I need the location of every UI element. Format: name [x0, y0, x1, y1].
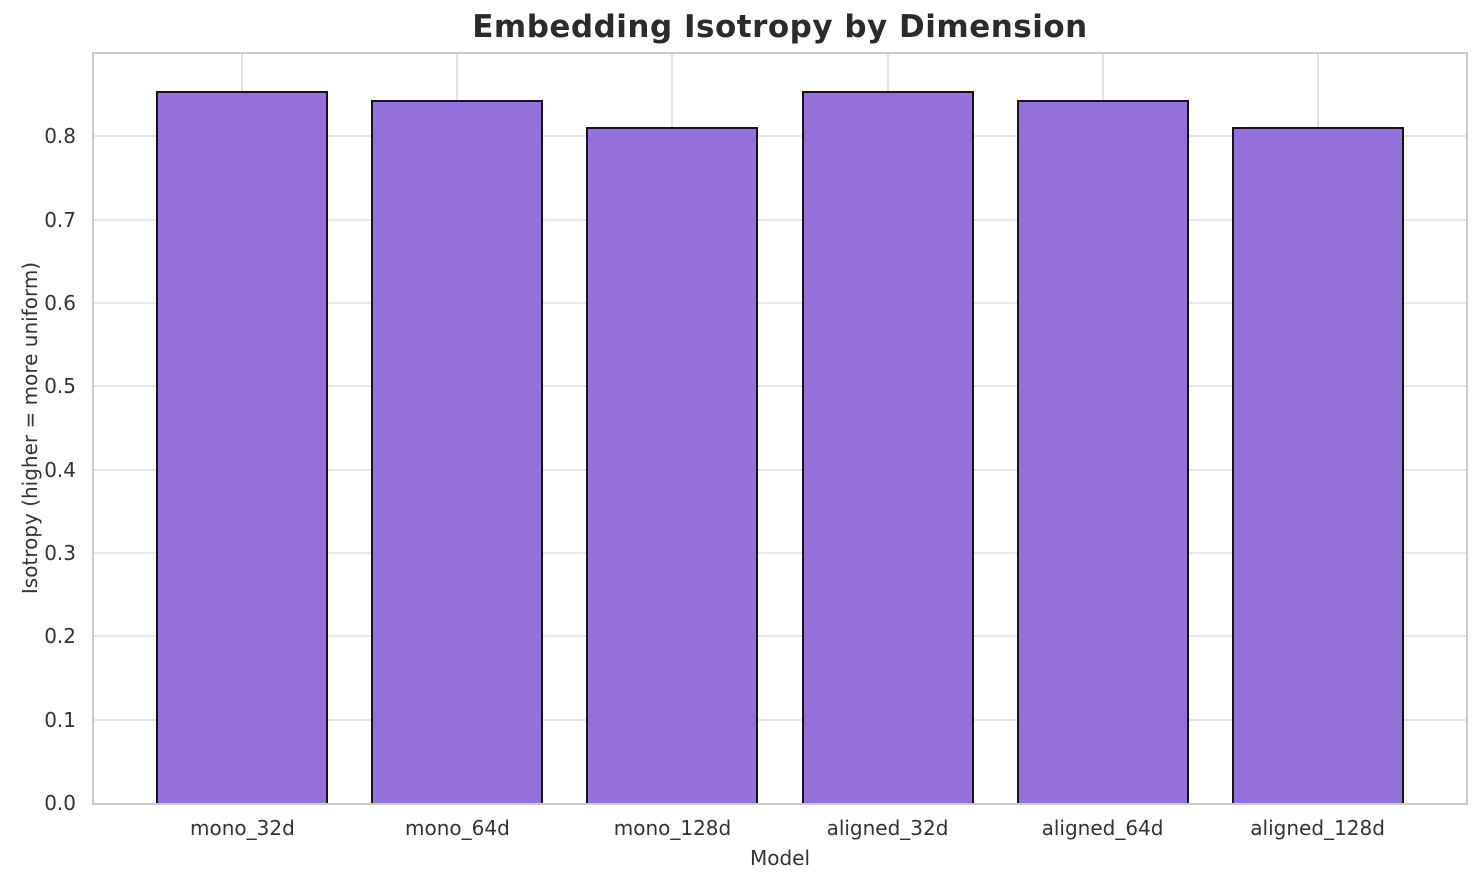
y-gridline: [94, 552, 1466, 555]
y-gridline: [94, 135, 1466, 138]
x-tick-label: mono_32d: [189, 816, 295, 840]
y-gridline: [94, 635, 1466, 638]
bar-aligned_32d: [801, 90, 974, 803]
bar-mono_64d: [371, 99, 544, 803]
bar-mono_32d: [156, 90, 329, 803]
x-tick-label: mono_128d: [613, 816, 732, 840]
y-gridline: [94, 468, 1466, 471]
y-tick-label: 0.4: [44, 457, 76, 482]
bar-aligned_64d: [1016, 99, 1189, 803]
y-tick-label: 0.8: [44, 124, 76, 149]
y-tick-label: 0.5: [44, 374, 76, 399]
y-tick-label: 0.6: [44, 291, 76, 316]
bar-mono_128d: [586, 127, 759, 803]
chart-title: Embedding Isotropy by Dimension: [472, 9, 1088, 45]
x-tick-label: aligned_128d: [1250, 816, 1385, 840]
x-tick-label: aligned_64d: [1041, 816, 1164, 840]
x-tick-label: mono_64d: [405, 816, 510, 840]
y-tick-label: 0.2: [44, 624, 76, 649]
y-tick-label: 0.7: [44, 207, 76, 232]
y-gridline: [94, 385, 1466, 388]
y-tick-label: 0.1: [44, 707, 76, 732]
x-tick-label: aligned_32d: [826, 816, 949, 840]
y-gridline: [94, 718, 1466, 721]
x-axis-label: Model: [749, 846, 811, 870]
y-gridline: [94, 218, 1466, 221]
y-tick-label: 0.0: [44, 791, 76, 815]
bar-aligned_128d: [1231, 127, 1404, 803]
y-gridline: [94, 302, 1466, 305]
y-tick-label: 0.3: [44, 541, 76, 566]
plot-area: [92, 52, 1468, 805]
